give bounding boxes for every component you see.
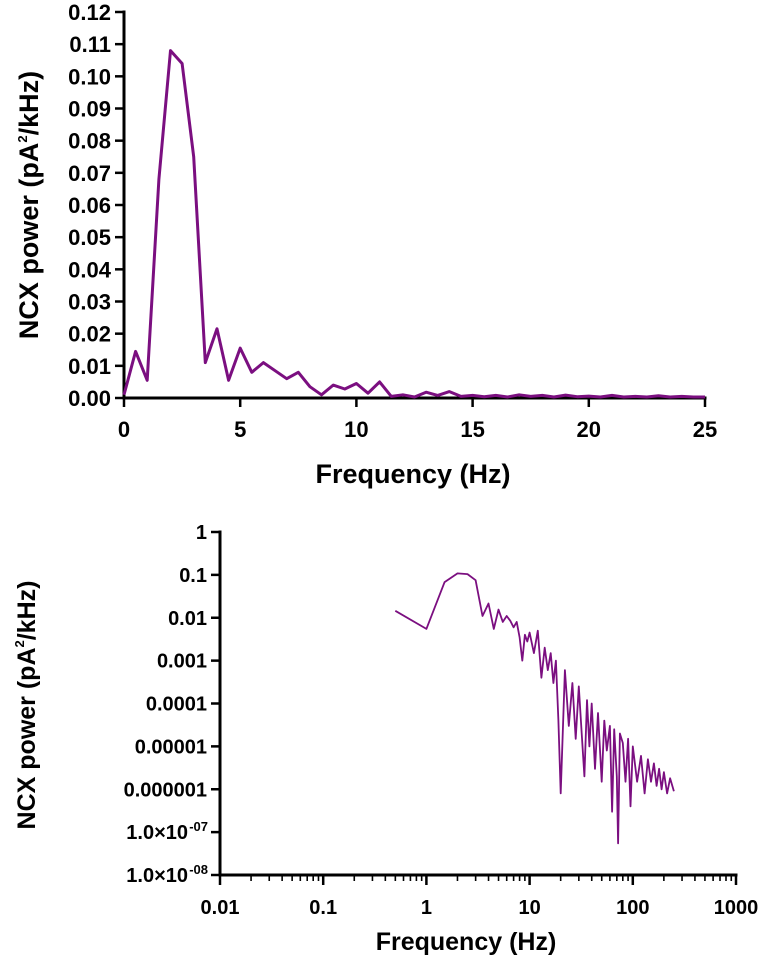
- top-x-tick-label: 15: [460, 417, 484, 442]
- top-y-title-suffix: /kHz): [14, 71, 44, 136]
- top-y-title-sup: 2: [15, 135, 30, 142]
- bottom-y-tick-label: 0.00001: [135, 736, 207, 758]
- top-y-tick-label: 0.07: [68, 161, 111, 186]
- bottom-y-axis-title: NCX power (pA2/kHz): [12, 581, 41, 830]
- top-y-tick-label: 0.10: [68, 64, 111, 89]
- top-linear-plot: 0.00 0.01 0.02 0.03 0.04 0.05 0.06 0.07 0.08 0.09…: [68, 0, 717, 442]
- bottom-x-tick-label: 0.1: [309, 897, 337, 919]
- top-y-tick-label: 0.01: [68, 354, 111, 379]
- bottom-y-tick-label: 0.000001: [124, 779, 207, 801]
- top-y-tick-label: 0.12: [68, 0, 111, 25]
- top-y-tick-label: 0.00: [68, 386, 111, 411]
- bottom-log-plot: 1 0.1 0.01 0.001 0.0001 0.00001 0.000001 1.0×10…: [124, 522, 759, 919]
- bottom-series-line: [394, 572, 675, 845]
- top-y-tick-label: 0.08: [68, 129, 111, 154]
- top-y-tick-label: 0.03: [68, 290, 111, 315]
- bottom-y-tick-exponent: -08: [189, 862, 208, 877]
- bottom-x-tick-label: 1: [421, 897, 432, 919]
- top-x-tick-label: 10: [344, 417, 368, 442]
- top-y-title-prefix: NCX power (pA: [14, 143, 44, 340]
- bottom-x-axis-title: Frequency (Hz): [376, 928, 557, 956]
- bottom-y-tick-label: 0.001: [157, 651, 207, 673]
- top-x-tick-label: 25: [693, 417, 717, 442]
- bottom-y-tick-label: 0.01: [168, 608, 207, 630]
- bottom-y-tick-label: 0.0001: [146, 694, 207, 716]
- top-y-axis-title: NCX power (pA2/kHz): [14, 71, 44, 339]
- top-y-tick-label: 0.04: [68, 257, 112, 282]
- top-series-line: [122, 49, 705, 399]
- top-y-tick-label: 0.06: [68, 193, 111, 218]
- top-x-axis-title: Frequency (Hz): [315, 459, 510, 489]
- bottom-y-tick-label: 1.0×10: [126, 822, 188, 844]
- top-x-tick-label: 5: [234, 417, 246, 442]
- bottom-x-tick-label: 10: [518, 897, 540, 919]
- top-x-tick-label: 0: [118, 417, 130, 442]
- bottom-y-tick-label: 1.0×10: [126, 865, 188, 887]
- top-y-tick-label: 0.09: [68, 97, 111, 122]
- bottom-y-tick-label: 0.1: [179, 565, 207, 587]
- bottom-y-tick-label: 1: [196, 522, 207, 544]
- bottom-x-tick-label: 1000: [714, 897, 759, 919]
- bottom-x-tick-label: 100: [616, 897, 649, 919]
- bottom-y-title-prefix: NCX power (pA: [13, 648, 41, 830]
- top-x-tick-label: 20: [577, 417, 601, 442]
- top-y-tick-label: 0.11: [69, 32, 111, 57]
- top-y-tick-label: 0.05: [68, 225, 111, 250]
- bottom-y-title-sup: 2: [12, 640, 27, 647]
- bottom-y-tick-exponent: -07: [189, 819, 208, 834]
- top-y-tick-label: 0.02: [68, 322, 111, 347]
- bottom-y-title-suffix: /kHz): [13, 581, 41, 641]
- bottom-x-tick-label: 0.01: [201, 897, 240, 919]
